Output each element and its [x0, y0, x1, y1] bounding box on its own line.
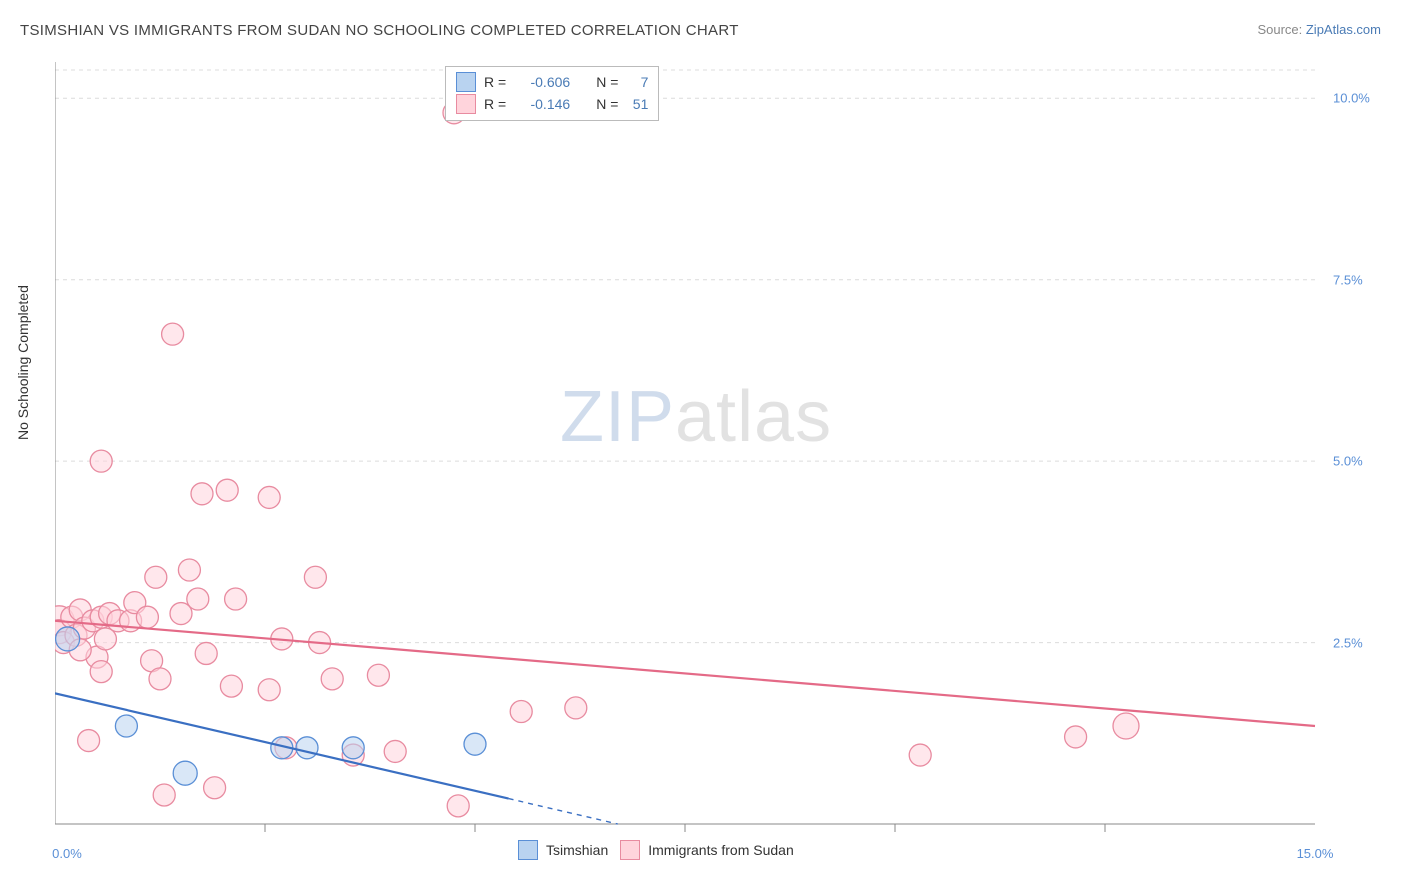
data-point: [565, 697, 587, 719]
n-label: N =: [596, 96, 618, 112]
source-attribution: Source: ZipAtlas.com: [1257, 22, 1381, 37]
data-point: [56, 627, 80, 651]
data-point: [225, 588, 247, 610]
data-point: [149, 668, 171, 690]
source-link[interactable]: ZipAtlas.com: [1306, 22, 1381, 37]
legend-series-item: Tsimshian: [518, 840, 608, 860]
y-tick-label: 10.0%: [1333, 91, 1406, 106]
data-point: [220, 675, 242, 697]
x-tick-label: 15.0%: [1297, 846, 1334, 861]
data-point: [258, 486, 280, 508]
n-value: 51: [626, 96, 648, 112]
legend-stat-row: R = -0.606 N = 7: [456, 71, 648, 93]
y-tick-label: 2.5%: [1333, 635, 1406, 650]
legend-stat-row: R = -0.146 N = 51: [456, 93, 648, 115]
chart-svg: [55, 62, 1345, 840]
data-point: [78, 730, 100, 752]
data-point: [195, 642, 217, 664]
chart-title: TSIMSHIAN VS IMMIGRANTS FROM SUDAN NO SC…: [20, 22, 739, 39]
data-point: [204, 777, 226, 799]
plot-area: [55, 62, 1345, 832]
legend-series: Tsimshian Immigrants from Sudan: [518, 840, 794, 860]
data-point: [384, 740, 406, 762]
y-tick-label: 5.0%: [1333, 454, 1406, 469]
legend-series-item: Immigrants from Sudan: [620, 840, 794, 860]
data-point: [90, 450, 112, 472]
legend-swatch: [518, 840, 538, 860]
data-point: [321, 668, 343, 690]
data-point: [909, 744, 931, 766]
n-value: 7: [626, 74, 648, 90]
y-axis-label: No Schooling Completed: [15, 285, 31, 440]
source-label: Source:: [1257, 22, 1305, 37]
r-label: R =: [484, 96, 506, 112]
data-point: [136, 606, 158, 628]
legend-swatch: [456, 94, 476, 114]
trend-line-tsimshian: [55, 693, 509, 798]
trend-line-sudan: [55, 621, 1315, 726]
r-value: -0.606: [514, 74, 570, 90]
data-point: [367, 664, 389, 686]
n-label: N =: [596, 74, 618, 90]
data-point: [342, 737, 364, 759]
r-label: R =: [484, 74, 506, 90]
data-point: [464, 733, 486, 755]
legend-series-label: Immigrants from Sudan: [648, 842, 794, 858]
legend-swatch: [620, 840, 640, 860]
data-point: [145, 566, 167, 588]
data-point: [258, 679, 280, 701]
data-point: [447, 795, 469, 817]
trend-line-tsimshian-ext: [509, 799, 618, 824]
r-value: -0.146: [514, 96, 570, 112]
data-point: [187, 588, 209, 610]
data-point: [115, 715, 137, 737]
y-tick-label: 7.5%: [1333, 272, 1406, 287]
legend-swatch: [456, 72, 476, 92]
data-point: [1065, 726, 1087, 748]
data-point: [304, 566, 326, 588]
data-point: [162, 323, 184, 345]
data-point: [178, 559, 200, 581]
x-tick-label: 0.0%: [52, 846, 82, 861]
data-point: [173, 761, 197, 785]
data-point: [216, 479, 238, 501]
data-point: [153, 784, 175, 806]
data-point: [1113, 713, 1139, 739]
data-point: [510, 701, 532, 723]
legend-series-label: Tsimshian: [546, 842, 608, 858]
data-point: [90, 661, 112, 683]
data-point: [191, 483, 213, 505]
data-point: [296, 737, 318, 759]
legend-correlation-box: R = -0.606 N = 7 R = -0.146 N = 51: [445, 66, 659, 121]
